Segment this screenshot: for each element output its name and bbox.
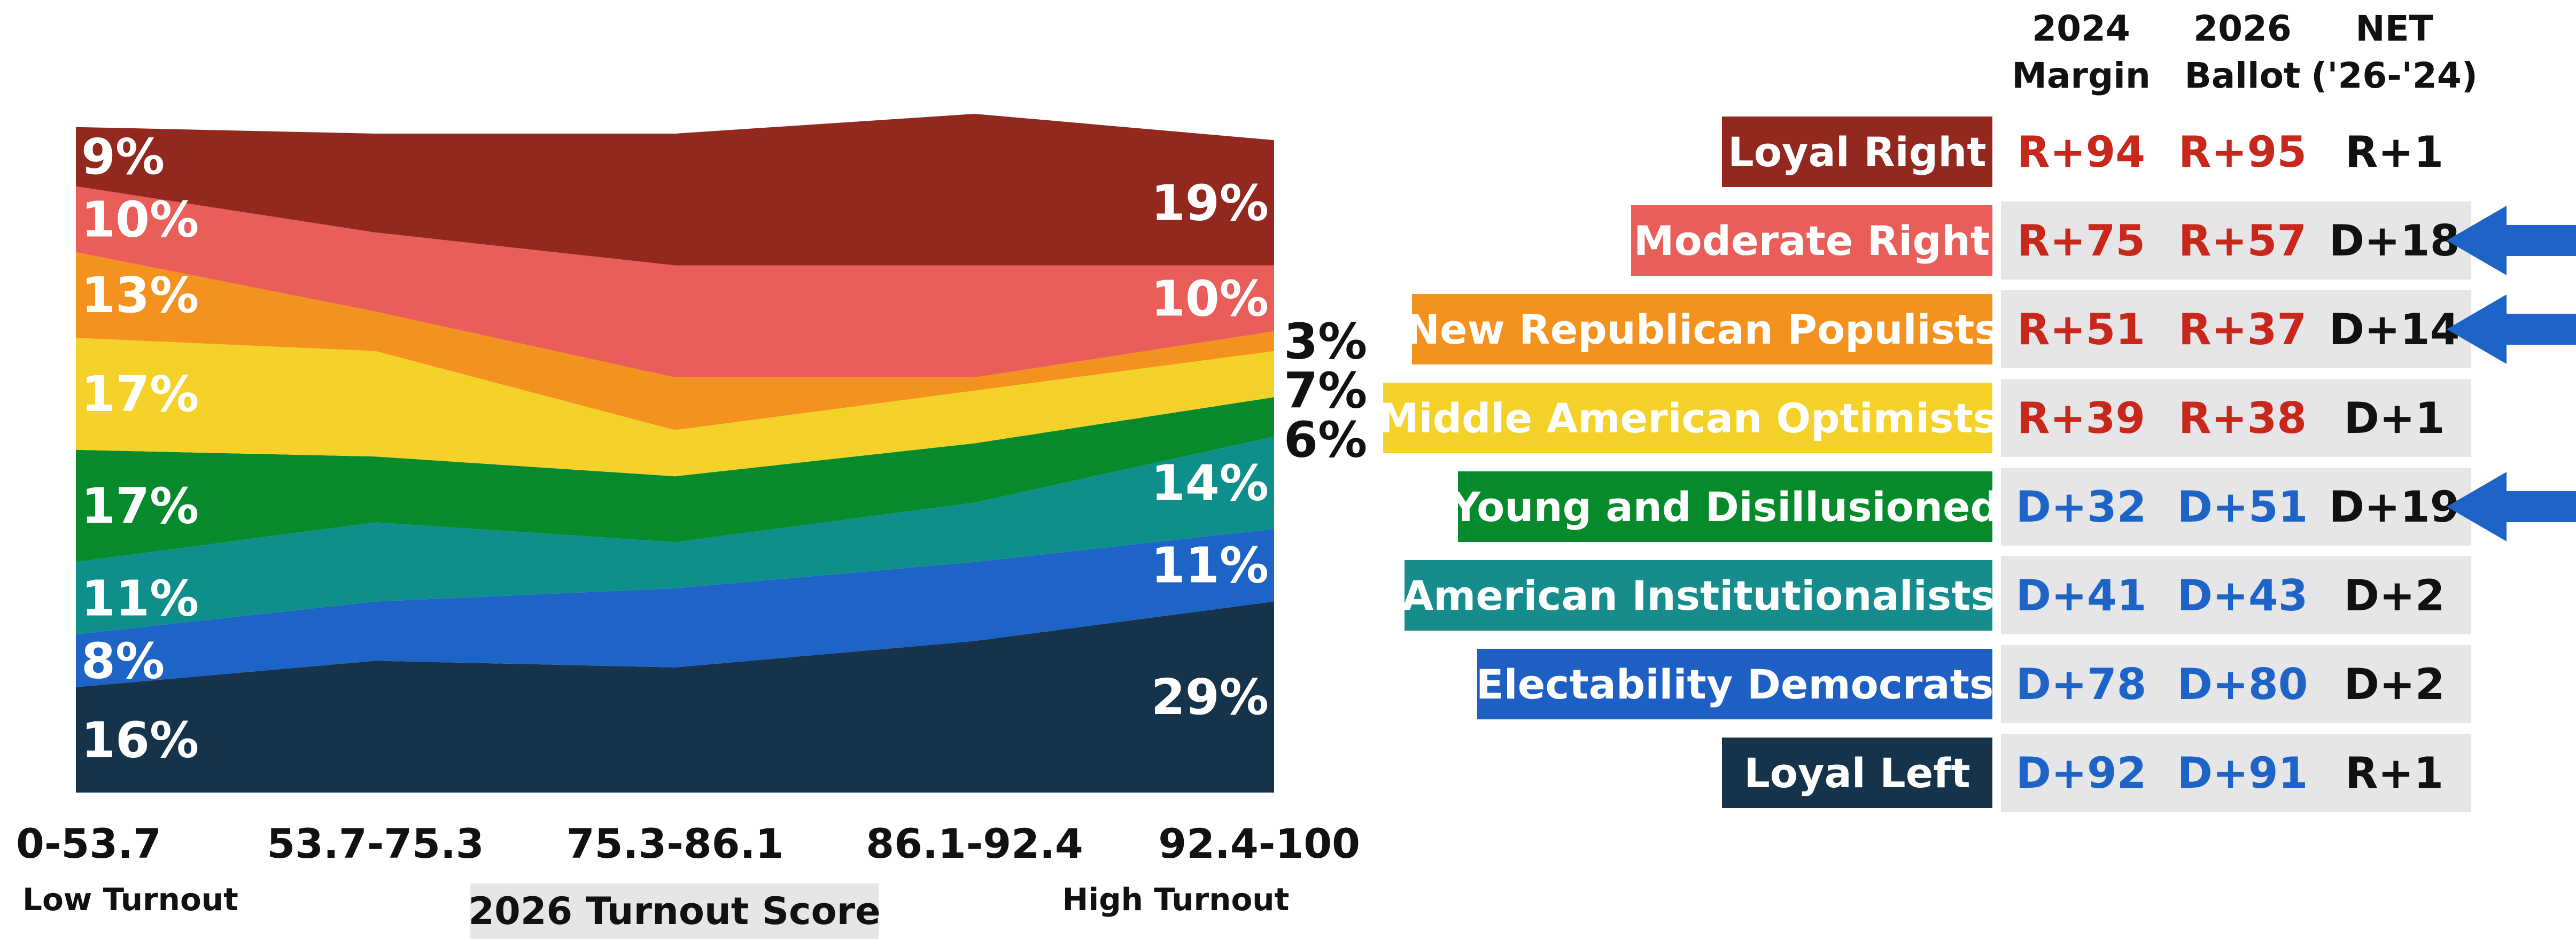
margin-2024-cell: R+75 [2017,215,2145,266]
margin-2024-cell: R+51 [2017,304,2145,354]
net-change-cell: D+19 [2329,482,2460,532]
ballot-2026-cell: R+38 [2178,393,2307,443]
area-middle-american-optimists [76,338,1274,477]
net-change-cell: R+1 [2345,127,2444,177]
segment-label-moderate-right: Moderate Right [1631,205,1992,276]
net-change-cell: D+14 [2329,304,2460,354]
segment-label-american-institutionalists: American Institutionalists [1402,560,1995,631]
table-row-background [2001,468,2471,546]
area-moderate-right [76,186,1274,378]
x-axis-title: 2026 Turnout Score [468,883,881,939]
high-turnout-label: High Turnout [1062,881,1290,918]
data-label-american-institutionalists-right: 14% [1151,454,1269,511]
header-2026-ballot: 2026 Ballot [2184,8,2301,96]
x-tick-label-5: 92.4-100 [1158,820,1360,867]
stacked-area-chart: 16%8%11%17%17%13%10%9%29%11%14%10%19%3%7… [16,114,1367,918]
area-american-institutionalists [76,437,1274,635]
area-loyal-right [76,114,1274,266]
header-net: NET ('26-'24) [2311,8,2478,96]
area-young-and-disillusioned [76,397,1274,562]
ballot-2026-cell: D+80 [2177,659,2308,709]
segment-label-young-and-disillusioned: Young and Disillusioned [1451,471,1999,542]
left-arrow-icon [2447,206,2576,275]
data-label-electability-democrats-right: 11% [1151,537,1269,594]
low-turnout-label: Low Turnout [22,881,238,918]
net-change-cell: R+1 [2345,748,2444,798]
data-label-loyal-left-left: 16% [81,711,199,769]
ballot-2026-cell: D+51 [2177,482,2308,532]
data-label-moderate-right-right: 10% [1151,270,1269,327]
area-new-republican-populists [76,252,1274,430]
table-row-background [2001,556,2471,634]
margin-2024-cell: D+41 [2015,570,2147,620]
data-label-middle-american-optimists-left: 17% [81,366,199,423]
segment-label-electability-democrats: Electability Democrats [1476,649,1993,719]
data-label-young-and-disillusioned-right: 6% [1284,411,1367,468]
data-label-loyal-right-right: 19% [1151,174,1269,231]
x-tick-label-1: 0-53.7 [16,820,161,867]
net-change-cell: D+1 [2344,393,2445,443]
table-row-background [2001,379,2471,457]
area-electability-democrats [76,529,1274,687]
net-change-cell: D+2 [2344,659,2445,709]
margin-2024-cell: D+32 [2015,482,2147,532]
table-row-background [2001,734,2471,812]
net-change-cell: D+18 [2329,215,2460,266]
ballot-2026-cell: R+57 [2178,215,2307,266]
margin-2024-cell: D+78 [2015,659,2147,709]
data-label-moderate-right-left: 10% [81,191,199,248]
data-label-young-and-disillusioned-left: 17% [81,478,199,535]
area-loyal-left [76,601,1274,793]
margin-2024-cell: D+92 [2015,748,2147,798]
ballot-2026-cell: D+43 [2177,570,2308,620]
table-row-background [2001,201,2471,280]
table-row-background [2001,645,2471,723]
x-tick-label-2: 53.7-75.3 [267,820,484,867]
left-arrow-icon [2447,472,2576,541]
left-arrow-icon [2447,294,2576,364]
segment-label-middle-american-optimists: Middle American Optimists [1378,383,1997,453]
x-tick-label-4: 86.1-92.4 [866,820,1083,867]
header-2024-margin: 2024 Margin [2012,8,2151,96]
data-label-new-republican-populists-left: 13% [81,267,199,324]
data-label-loyal-right-left: 9% [81,128,165,185]
ballot-2026-cell: D+91 [2177,748,2308,798]
margin-2024-cell: R+39 [2017,393,2145,443]
ballot-2026-cell: R+37 [2178,304,2307,354]
segment-label-new-republican-populists: New Republican Populists [1406,294,1999,364]
data-label-new-republican-populists-right: 3% [1284,313,1367,370]
data-label-loyal-left-right: 29% [1151,669,1269,726]
net-change-cell: D+2 [2344,570,2445,620]
ballot-2026-cell: R+95 [2178,127,2307,177]
table-row-background [2001,290,2471,368]
margin-2024-cell: R+94 [2017,127,2145,177]
data-label-american-institutionalists-left: 11% [81,570,199,627]
segment-label-loyal-right: Loyal Right [1722,117,1992,187]
x-tick-label-3: 75.3-86.1 [567,820,784,867]
segment-label-loyal-left: Loyal Left [1722,738,1992,808]
data-label-middle-american-optimists-right: 7% [1284,362,1367,419]
data-label-electability-democrats-left: 8% [81,632,165,689]
